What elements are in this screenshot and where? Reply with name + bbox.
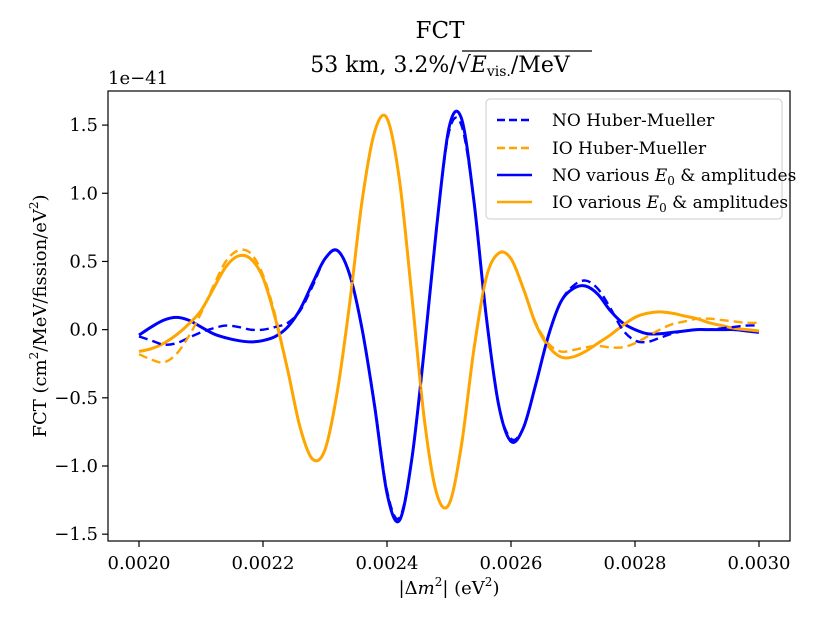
x-tick-label: 0.0022 [232, 553, 295, 574]
offset-text: 1e−41 [108, 68, 168, 89]
ylabel-main: FCT (cm [30, 359, 51, 437]
chart-subtitle: 53 km, 3.2%/√Evis./MeV [310, 53, 571, 80]
legend-box [485, 98, 783, 220]
xlabel-unit-exp: 2 [485, 575, 493, 589]
ylabel-exp1: 2 [27, 352, 41, 360]
ylabel-exp2: 2 [27, 201, 41, 209]
y-tick-label: 0.0 [69, 320, 98, 341]
legend-entry-io-huber-mueller: IO Huber-Mueller [497, 139, 707, 159]
series-line-no-huber-mueller [138, 116, 760, 521]
xlabel-close: | (eV [442, 578, 485, 599]
legend-entry-io-various: IO various E0 & amplitudes [497, 193, 788, 215]
x-axis-label: |Δm2| (eV2) [399, 575, 500, 599]
chart-title: FCT [416, 18, 466, 44]
xlabel-abs-open: |Δ [399, 578, 418, 599]
series-line-io-huber-mueller [138, 113, 760, 510]
series-layer [138, 109, 760, 524]
y-tick-label: −0.5 [54, 388, 98, 409]
y-tick-label: 1.5 [69, 115, 98, 136]
legend-entry-no-various: NO various E0 & amplitudes [497, 166, 796, 188]
legend-entry-no-huber-mueller: NO Huber-Mueller [497, 111, 715, 131]
y-tick-label: −1.5 [54, 524, 98, 545]
ylabel-mid: /MeV/fission/eV [30, 208, 51, 352]
legend-label-io-various: IO various E0 & amplitudes [552, 193, 788, 215]
x-tick-label: 0.0024 [356, 553, 419, 574]
y-axis-ticks: −1.5 −1.0 −0.5 0.0 0.5 1.0 1.5 [54, 115, 108, 545]
xlabel-exp: 2 [435, 575, 443, 589]
xlabel-end: ) [492, 578, 499, 599]
x-tick-label: 0.0030 [728, 553, 791, 574]
series-line-no-various-e0-amplitudes [138, 109, 760, 524]
subtitle-var: E [470, 53, 487, 78]
ylabel-end: ) [30, 194, 51, 201]
y-axis-label: FCT (cm2/MeV/fission/eV2) [27, 194, 51, 437]
legend-label-no-hm: NO Huber-Mueller [552, 111, 715, 131]
subtitle-unit: /MeV [511, 53, 571, 78]
y-tick-label: 1.0 [69, 183, 98, 204]
subtitle-prefix: 53 km, 3.2%/ [310, 53, 457, 78]
y-tick-label: 0.5 [69, 251, 98, 272]
legend-label-io-hm: IO Huber-Mueller [552, 139, 707, 159]
subtitle-sub: vis. [486, 64, 511, 80]
x-tick-label: 0.0020 [108, 553, 171, 574]
sqrt-sign: √ [457, 53, 472, 78]
x-tick-label: 0.0028 [604, 553, 667, 574]
legend-label-no-various: NO various E0 & amplitudes [552, 166, 796, 188]
xlabel-m: m [418, 578, 435, 599]
x-tick-label: 0.0026 [480, 553, 543, 574]
axes-frame [107, 90, 791, 542]
legend: NO Huber-Mueller IO Huber-Mueller NO var… [485, 98, 796, 220]
x-axis-ticks: 0.0020 0.0022 0.0024 0.0026 0.0028 0.0030 [108, 541, 791, 574]
y-tick-label: −1.0 [54, 456, 98, 477]
